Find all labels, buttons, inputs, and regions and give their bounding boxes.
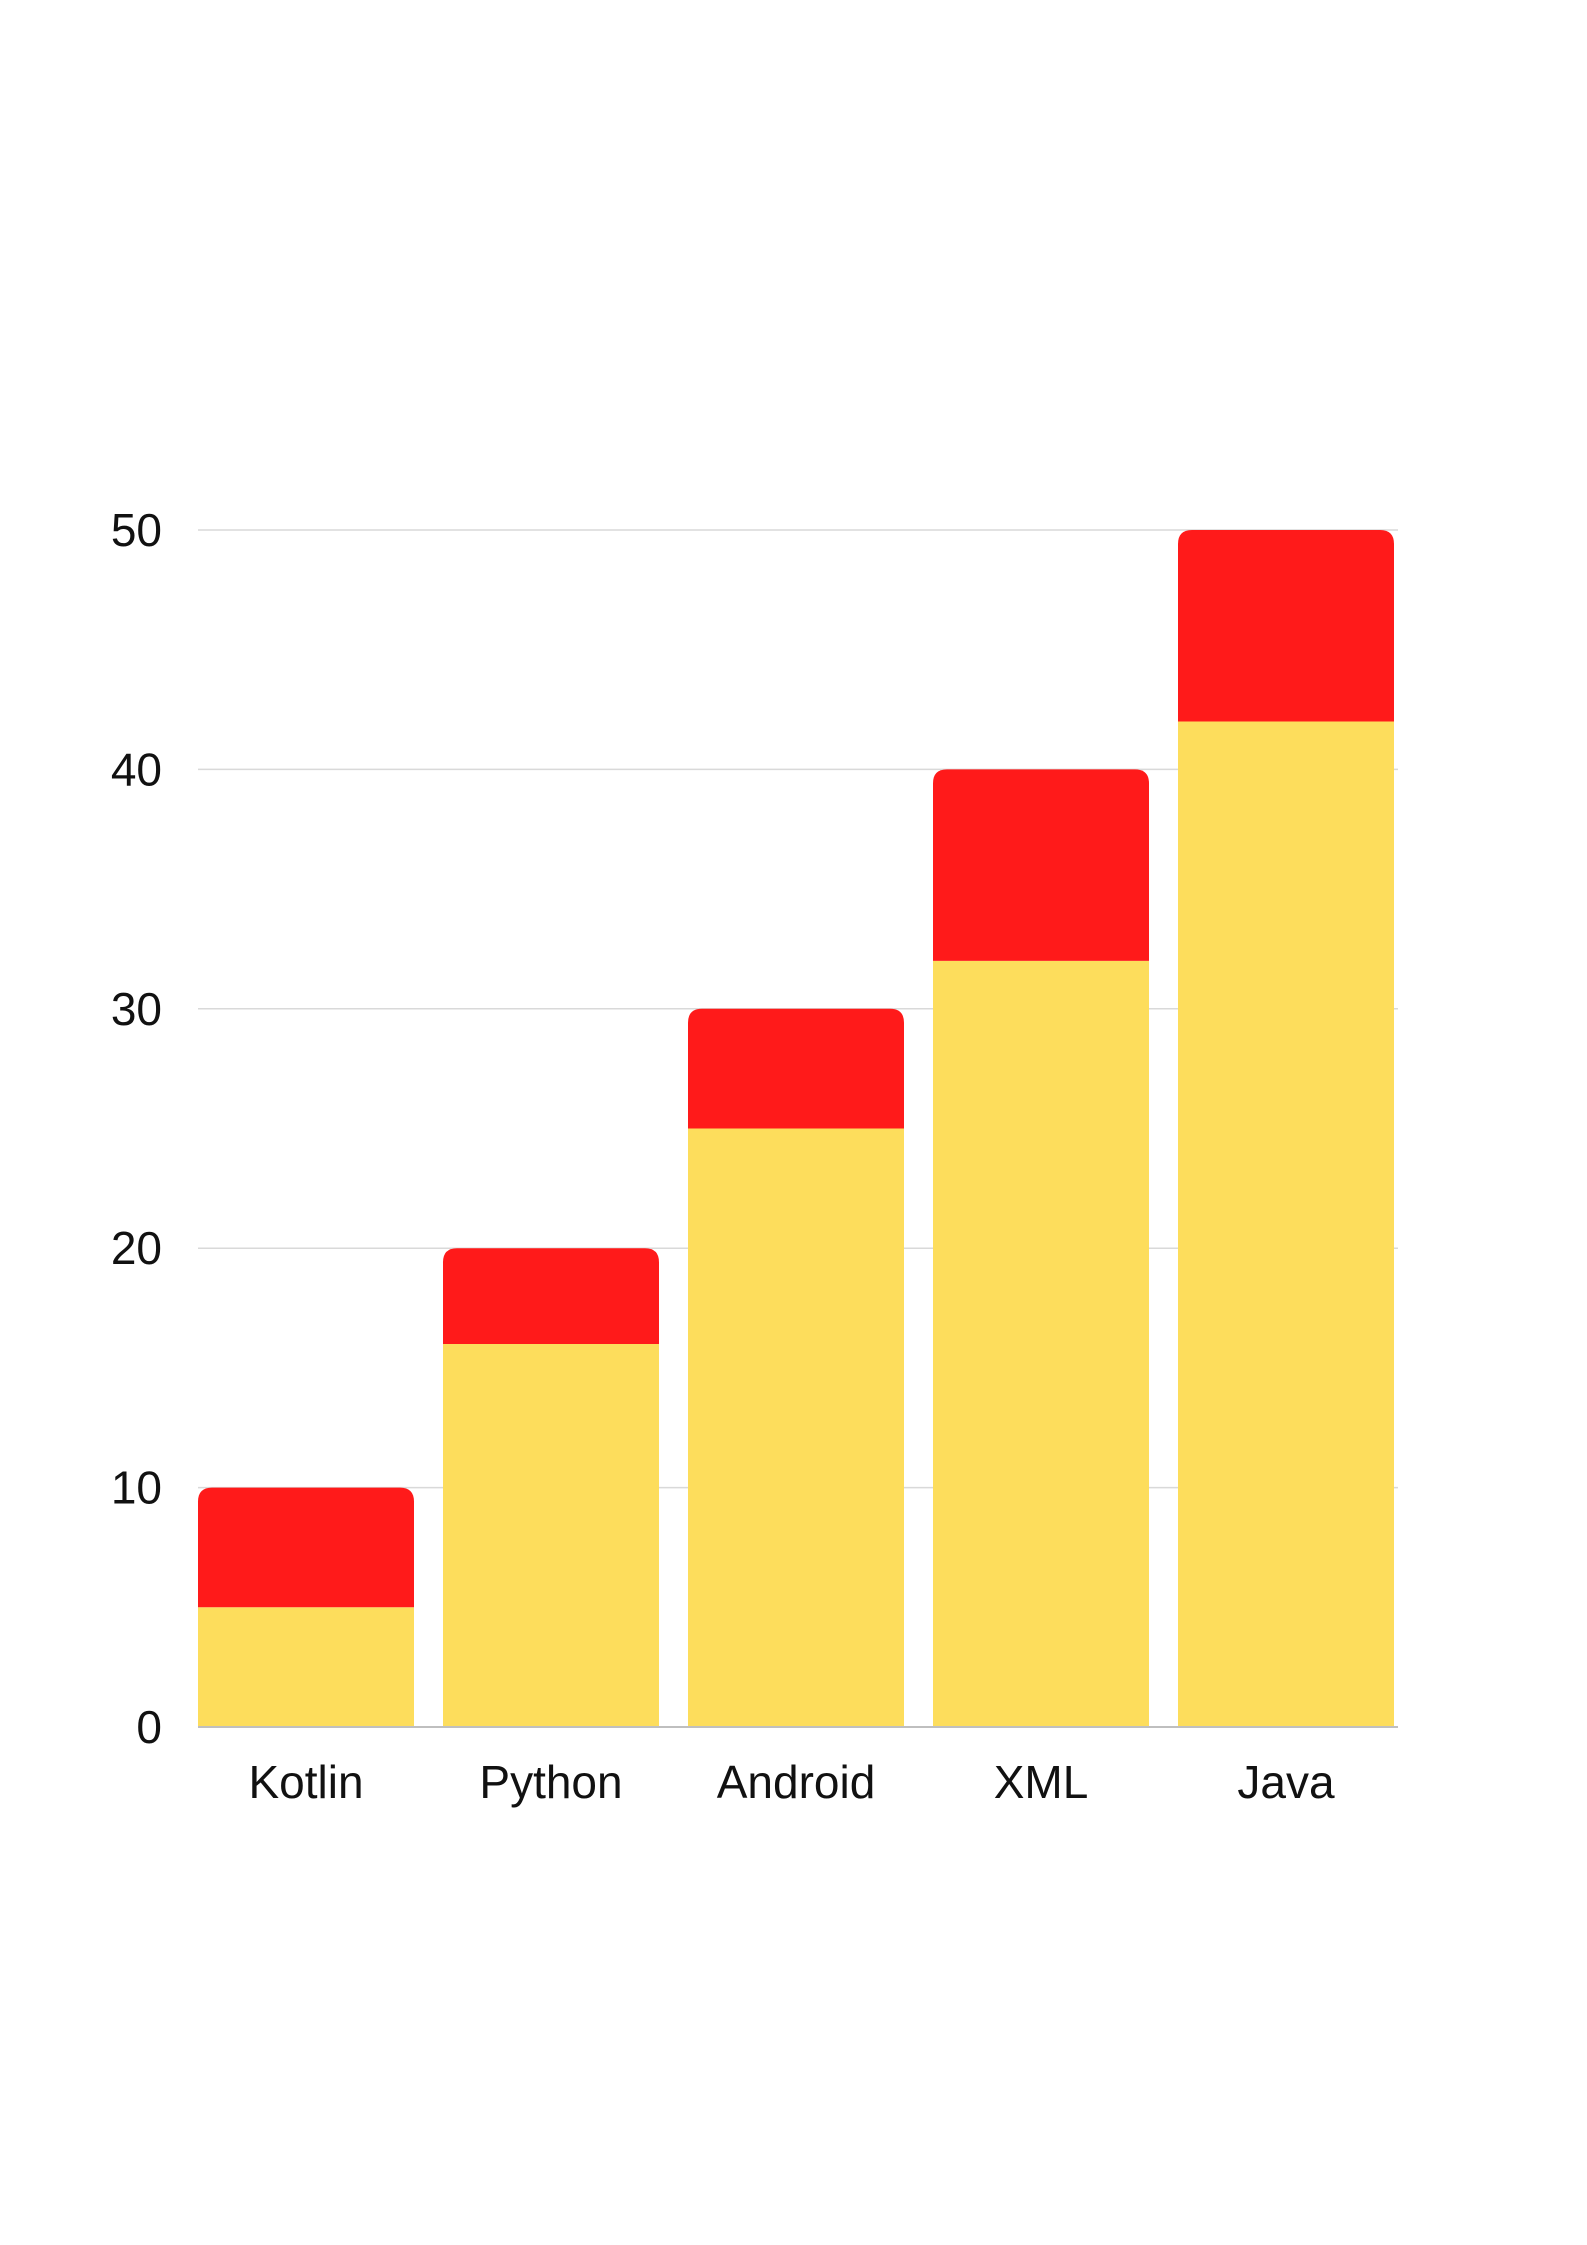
x-tick-label: Kotlin [248,1756,363,1808]
bar-xml-segment-2 [933,769,1149,961]
bar-python-segment-1 [443,1343,659,1727]
y-axis-ticks: 0 10 20 30 40 50 [111,504,162,1753]
bar-xml-segment-1 [933,960,1149,1727]
bar-android-segment-1 [688,1128,904,1727]
bar-java-segment-2 [1178,530,1394,722]
bar-kotlin-segment-1 [198,1607,414,1727]
x-axis-labels: Kotlin Python Android XML Java [248,1756,1335,1808]
x-tick-label: Java [1237,1756,1335,1808]
bar-python-segment-2 [443,1248,659,1344]
x-tick-label: Android [717,1756,876,1808]
y-tick-label: 30 [111,983,162,1035]
bars [198,530,1394,1727]
bar-kotlin-segment-2 [198,1487,414,1608]
x-tick-label: Python [479,1756,622,1808]
bar-android-segment-2 [688,1008,904,1129]
y-tick-label: 10 [111,1462,162,1514]
x-tick-label: XML [994,1756,1089,1808]
y-tick-label: 40 [111,743,162,795]
y-tick-label: 0 [136,1701,162,1753]
y-tick-label: 20 [111,1222,162,1274]
y-tick-label: 50 [111,504,162,556]
bar-java-segment-1 [1178,721,1394,1727]
